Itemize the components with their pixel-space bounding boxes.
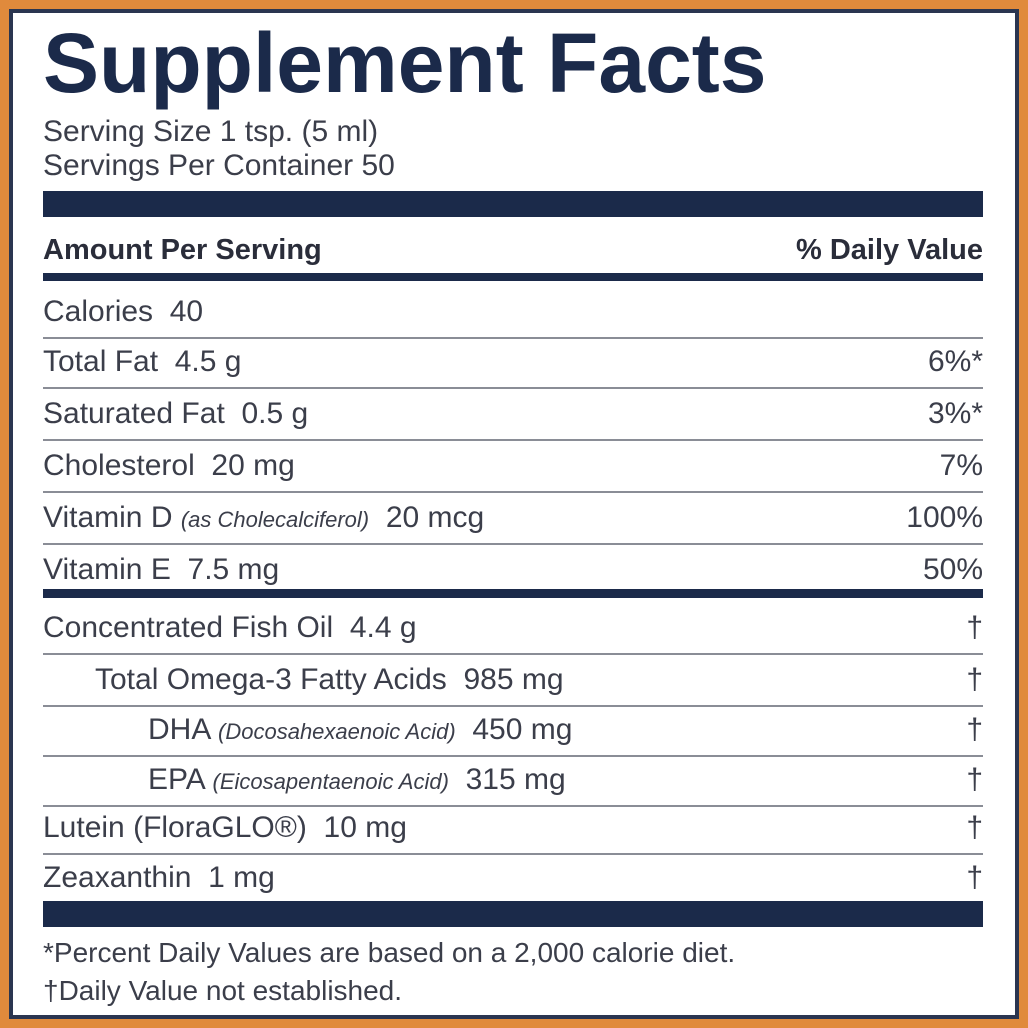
row-divider xyxy=(43,337,983,339)
nutrient-row: Vitamin D (as Cholecalciferol) 20 mcg 100… xyxy=(43,493,983,541)
row-divider xyxy=(43,755,983,757)
nutrient-row: Lutein (FloraGLO®) 10 mg † xyxy=(43,803,983,851)
nutrient-label: DHA (Docosahexaenoic Acid) 450 mg xyxy=(148,713,572,747)
nutrient-name: Cholesterol xyxy=(43,449,195,482)
amount-per-serving-header: Amount Per Serving xyxy=(43,234,322,266)
nutrient-amount: 7.5 mg xyxy=(187,553,280,586)
nutrient-row: Vitamin E 7.5 mg 50% xyxy=(43,545,983,593)
row-divider xyxy=(43,705,983,707)
nutrient-amount: 20 mcg xyxy=(385,501,485,534)
daily-value: 3%* xyxy=(927,397,983,430)
label-panel: Supplement Facts Serving Size 1 tsp. (5 … xyxy=(9,9,1019,1019)
serving-size: Serving Size 1 tsp. (5 ml) xyxy=(43,115,379,148)
nutrient-amount: 20 mg xyxy=(211,449,295,482)
nutrient-row: Saturated Fat 0.5 g 3%* xyxy=(43,389,983,437)
nutrient-amount: 1 mg xyxy=(208,861,275,894)
medium-divider xyxy=(43,273,983,281)
nutrient-label: Concentrated Fish Oil 4.4 g xyxy=(43,611,417,645)
nutrient-note: (Docosahexaenoic Acid) xyxy=(218,719,456,744)
nutrient-row: Concentrated Fish Oil 4.4 g † xyxy=(43,603,983,651)
medium-divider xyxy=(43,589,983,598)
nutrient-name: Vitamin D xyxy=(43,501,173,534)
nutrient-row: Zeaxanthin 1 mg † xyxy=(43,853,983,901)
daily-value: 7% xyxy=(939,449,983,482)
nutrient-name: Vitamin E xyxy=(43,553,171,586)
nutrient-name: Calories xyxy=(43,295,154,328)
nutrient-label: EPA (Eicosapentaenoic Acid) 315 mg xyxy=(148,763,566,797)
daily-value: † xyxy=(966,811,983,844)
nutrient-label: Lutein (FloraGLO®) 10 mg xyxy=(43,811,407,845)
row-divider xyxy=(43,491,983,493)
thick-divider xyxy=(43,901,983,927)
nutrient-label: Zeaxanthin 1 mg xyxy=(43,861,275,895)
daily-value: 100% xyxy=(906,501,983,534)
nutrient-amount: 4.5 g xyxy=(174,345,242,378)
daily-value-header: % Daily Value xyxy=(796,234,983,266)
nutrient-amount: 450 mg xyxy=(472,713,573,746)
nutrient-label: Total Omega-3 Fatty Acids 985 mg xyxy=(95,663,564,697)
nutrient-name: Concentrated Fish Oil xyxy=(43,611,334,644)
nutrient-label: Calories 40 xyxy=(43,295,203,329)
header-row: Amount Per Serving % Daily Value xyxy=(43,225,983,273)
daily-value: 50% xyxy=(922,553,983,586)
footnote-percent-dv: *Percent Daily Values are based on a 2,0… xyxy=(43,937,736,968)
nutrient-name: DHA xyxy=(148,713,210,746)
daily-value: † xyxy=(966,861,983,894)
nutrient-row: Cholesterol 20 mg 7% xyxy=(43,441,983,489)
thick-divider xyxy=(43,191,983,217)
nutrient-name: Zeaxanthin xyxy=(43,861,192,894)
nutrient-label: Vitamin E 7.5 mg xyxy=(43,553,279,587)
nutrient-amount: 4.4 g xyxy=(349,611,417,644)
daily-value: † xyxy=(966,663,983,696)
row-divider xyxy=(43,543,983,545)
row-divider xyxy=(43,439,983,441)
nutrient-name: Total Fat xyxy=(43,345,159,378)
nutrient-amount: 40 xyxy=(169,295,204,328)
nutrient-label: Total Fat 4.5 g xyxy=(43,345,241,379)
daily-value: † xyxy=(966,713,983,746)
daily-value: † xyxy=(966,763,983,796)
nutrient-note: (as Cholecalciferol) xyxy=(180,507,370,532)
nutrient-label: Saturated Fat 0.5 g xyxy=(43,397,308,431)
row-divider xyxy=(43,853,983,855)
label-title: Supplement Facts xyxy=(43,16,767,110)
row-divider xyxy=(43,653,983,655)
nutrient-name: Lutein (FloraGLO®) xyxy=(43,811,307,844)
nutrient-name: Total Omega-3 Fatty Acids xyxy=(95,663,447,696)
row-divider xyxy=(43,805,983,807)
nutrient-name: EPA xyxy=(148,763,205,796)
nutrient-row: EPA (Eicosapentaenoic Acid) 315 mg † xyxy=(43,755,983,803)
nutrient-amount: 985 mg xyxy=(463,663,564,696)
nutrient-row: DHA (Docosahexaenoic Acid) 450 mg † xyxy=(43,705,983,753)
nutrient-row: Total Omega-3 Fatty Acids 985 mg † xyxy=(43,655,983,703)
daily-value: † xyxy=(966,611,983,644)
nutrient-amount: 0.5 g xyxy=(241,397,309,430)
nutrient-label: Vitamin D (as Cholecalciferol) 20 mcg xyxy=(43,501,484,535)
nutrient-amount: 10 mg xyxy=(323,811,407,844)
nutrient-name: Saturated Fat xyxy=(43,397,225,430)
nutrient-row: Total Fat 4.5 g 6%* xyxy=(43,337,983,385)
nutrient-row: Calories 40 xyxy=(43,287,983,335)
footnote-dv-not-established: †Daily Value not established. xyxy=(43,975,403,1006)
nutrient-note: (Eicosapentaenoic Acid) xyxy=(212,769,449,794)
daily-value: 6%* xyxy=(927,345,983,378)
nutrient-label: Cholesterol 20 mg xyxy=(43,449,295,483)
nutrient-amount: 315 mg xyxy=(465,763,566,796)
row-divider xyxy=(43,387,983,389)
servings-per-container: Servings Per Container 50 xyxy=(43,149,395,182)
